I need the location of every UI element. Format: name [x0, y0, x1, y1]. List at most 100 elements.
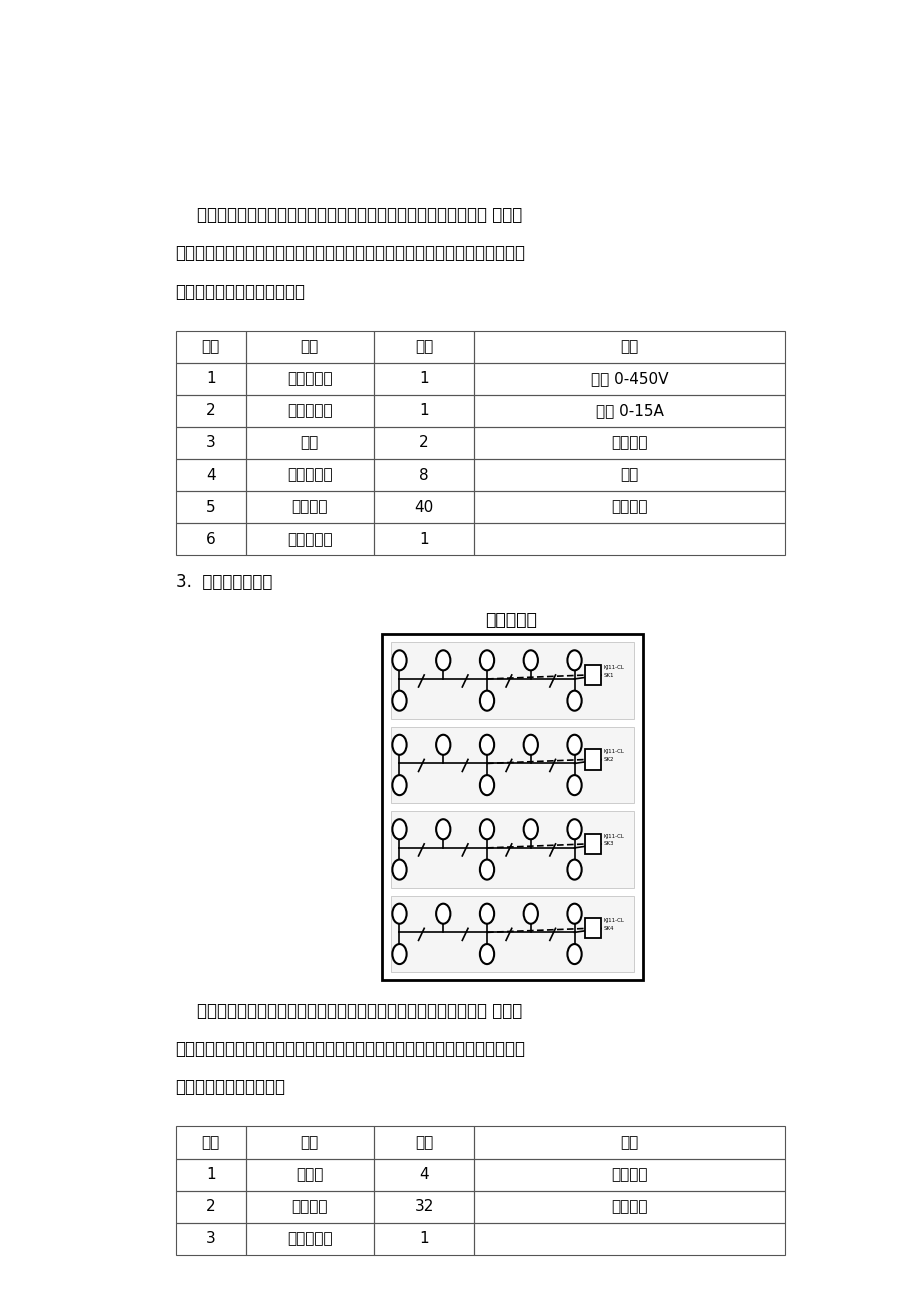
Circle shape — [567, 775, 581, 796]
Text: 6: 6 — [206, 531, 215, 547]
Bar — [391, 811, 633, 888]
Bar — [176, 460, 245, 491]
Circle shape — [480, 944, 494, 963]
Text: 小型断路器: 小型断路器 — [287, 467, 332, 483]
Bar — [474, 395, 784, 427]
Bar — [176, 491, 245, 523]
Bar — [474, 1223, 784, 1255]
Circle shape — [567, 650, 581, 671]
Circle shape — [391, 944, 406, 963]
Text: 数量: 数量 — [414, 1135, 433, 1150]
Circle shape — [480, 734, 494, 755]
Text: 3.  继电器模块单元: 3. 继电器模块单元 — [176, 573, 272, 591]
Circle shape — [391, 690, 406, 711]
Text: 交流电压表: 交流电压表 — [287, 404, 332, 418]
Bar — [245, 460, 373, 491]
Bar — [373, 1223, 474, 1255]
Bar — [373, 1159, 474, 1190]
Bar — [176, 331, 245, 363]
Bar — [176, 395, 245, 427]
Bar — [245, 1126, 373, 1159]
Bar — [584, 835, 600, 854]
Bar — [373, 363, 474, 395]
Circle shape — [567, 690, 581, 711]
Circle shape — [567, 819, 581, 840]
Circle shape — [567, 859, 581, 880]
Text: 备注: 备注 — [620, 1135, 638, 1150]
Text: 中间继电器: 中间继电器 — [484, 612, 536, 629]
Bar — [176, 363, 245, 395]
Text: 该单元把元器件的所有端子均已引至面板上，并配有相应的原理图 完全开: 该单元把元器件的所有端子均已引至面板上，并配有相应的原理图 完全开 — [176, 207, 521, 224]
Text: 交流电流表: 交流电流表 — [287, 371, 332, 387]
Text: 按钮: 按钮 — [301, 435, 319, 450]
Text: 该单元把继电器的所有端子均已引至面板上，并配有相应的原理图 完全开: 该单元把继电器的所有端子均已引至面板上，并配有相应的原理图 完全开 — [176, 1003, 521, 1021]
Bar — [584, 918, 600, 939]
Bar — [474, 491, 784, 523]
Text: 南京康尼: 南京康尼 — [611, 1199, 647, 1215]
Circle shape — [391, 650, 406, 671]
Bar — [382, 634, 641, 980]
Bar — [373, 395, 474, 427]
Circle shape — [480, 690, 494, 711]
Text: 名称: 名称 — [301, 340, 319, 354]
Circle shape — [436, 819, 450, 840]
Text: 4: 4 — [419, 1167, 428, 1182]
Text: 3: 3 — [206, 1232, 215, 1246]
Circle shape — [523, 904, 538, 923]
Bar — [245, 331, 373, 363]
Text: 2: 2 — [206, 404, 215, 418]
Circle shape — [523, 734, 538, 755]
Circle shape — [436, 650, 450, 671]
Bar — [245, 523, 373, 555]
Bar — [176, 1223, 245, 1255]
Bar — [474, 427, 784, 460]
Text: 协泰 0-15A: 协泰 0-15A — [596, 404, 663, 418]
Text: SK2: SK2 — [603, 756, 613, 762]
Text: SK4: SK4 — [603, 926, 613, 931]
Bar — [245, 395, 373, 427]
Text: 放式结构，操作者可根据需要搭建不同控制电路，布线设计、线路走向，锻炼操: 放式结构，操作者可根据需要搭建不同控制电路，布线设计、线路走向，锻炼操 — [176, 1040, 525, 1059]
Text: 序号: 序号 — [201, 340, 220, 354]
Circle shape — [436, 904, 450, 923]
Text: 印刷线路板: 印刷线路板 — [287, 531, 332, 547]
Circle shape — [391, 734, 406, 755]
Text: 正泰: 正泰 — [620, 467, 638, 483]
Text: 放式结构，操作者可根据需要搭建不同电源保护电路，布线设计、线路走向，锻: 放式结构，操作者可根据需要搭建不同电源保护电路，布线设计、线路走向，锻 — [176, 245, 525, 263]
Text: 协泰 0-450V: 协泰 0-450V — [590, 371, 668, 387]
Text: 1: 1 — [419, 404, 428, 418]
Text: 数量: 数量 — [414, 340, 433, 354]
Bar — [176, 427, 245, 460]
Text: 炼操作者的动手能力。包含：: 炼操作者的动手能力。包含： — [176, 283, 305, 301]
Circle shape — [567, 944, 581, 963]
Bar — [245, 1190, 373, 1223]
Text: 5: 5 — [206, 500, 215, 514]
Bar — [373, 1190, 474, 1223]
Bar — [245, 1223, 373, 1255]
Text: 3: 3 — [206, 435, 215, 450]
Text: 序号: 序号 — [201, 1135, 220, 1150]
Circle shape — [391, 819, 406, 840]
Bar — [474, 331, 784, 363]
Bar — [245, 363, 373, 395]
Circle shape — [480, 775, 494, 796]
Text: 备注: 备注 — [620, 340, 638, 354]
Bar — [176, 1190, 245, 1223]
Bar — [391, 642, 633, 719]
Bar — [373, 460, 474, 491]
Bar — [391, 727, 633, 803]
Bar — [474, 363, 784, 395]
Bar — [176, 1159, 245, 1190]
Circle shape — [523, 819, 538, 840]
Bar — [474, 460, 784, 491]
Circle shape — [391, 859, 406, 880]
Text: 40: 40 — [414, 500, 433, 514]
Text: KJ11-CL: KJ11-CL — [603, 918, 623, 923]
Bar — [245, 491, 373, 523]
Text: 印刷线路板: 印刷线路板 — [287, 1232, 332, 1246]
Circle shape — [480, 859, 494, 880]
Text: 1: 1 — [419, 1232, 428, 1246]
Text: 1: 1 — [419, 371, 428, 387]
Bar — [474, 1190, 784, 1223]
Bar — [391, 896, 633, 973]
Bar — [584, 750, 600, 769]
